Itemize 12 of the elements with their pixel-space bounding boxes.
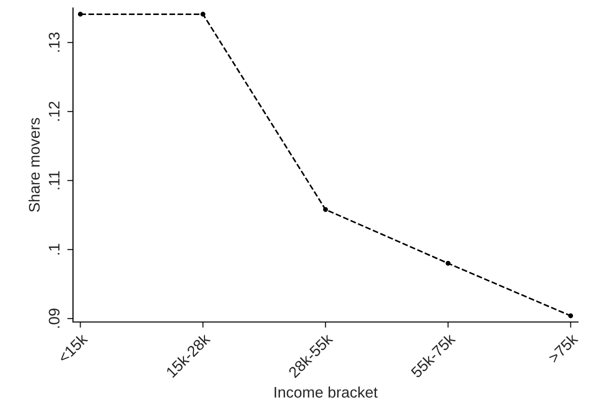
point	[200, 12, 206, 17]
y-tick-label: .13	[48, 32, 60, 52]
y-tick-label: .11	[48, 171, 60, 190]
point	[446, 260, 451, 266]
y-tick-label: .1	[48, 244, 60, 255]
y-tick-label: .12	[48, 102, 60, 121]
point	[323, 207, 328, 212]
y-tick-label: .09	[48, 308, 60, 328]
point	[78, 12, 83, 17]
point	[568, 313, 574, 318]
y-axis-title: Share movers	[28, 118, 40, 212]
x-axis-title: Income bracket	[274, 386, 378, 398]
